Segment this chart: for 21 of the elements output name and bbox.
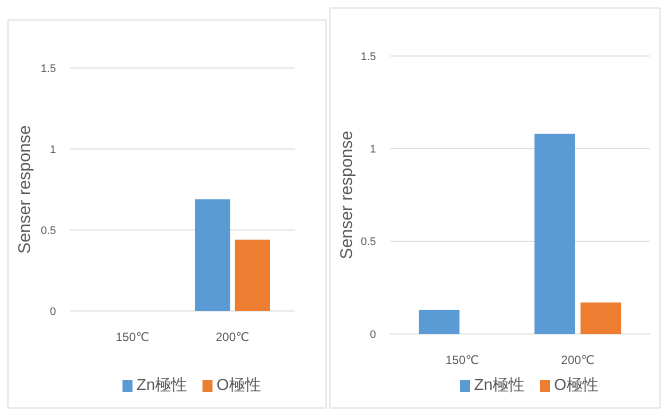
y-tick-label: 0.5 xyxy=(40,224,56,237)
bar xyxy=(580,302,622,334)
legend-label: O極性 xyxy=(554,376,598,394)
y-tick-label: 1 xyxy=(50,144,56,156)
bar xyxy=(418,310,460,334)
x-tick-label: 200℃ xyxy=(216,330,250,344)
bar xyxy=(534,134,576,334)
y-tick-label: 1.5 xyxy=(40,62,56,75)
y-tick-label: 0 xyxy=(370,328,376,341)
y-axis-title: Senser response xyxy=(15,125,34,254)
x-tick-label: 150℃ xyxy=(445,353,479,367)
x-tick-label: 150℃ xyxy=(116,330,150,344)
y-tick-label: 1 xyxy=(370,144,376,156)
y-tick-label: 1.5 xyxy=(360,50,376,63)
y-axis-title: Senser response xyxy=(337,130,356,260)
legend-label: Zn極性 xyxy=(136,376,188,394)
y-tick-label: 0.5 xyxy=(360,236,376,248)
x-tick-label: 200℃ xyxy=(561,353,595,367)
y-tick-label: 0 xyxy=(50,306,56,318)
legend-label: Zn極性 xyxy=(474,376,525,394)
legend-label: O極性 xyxy=(216,376,261,394)
